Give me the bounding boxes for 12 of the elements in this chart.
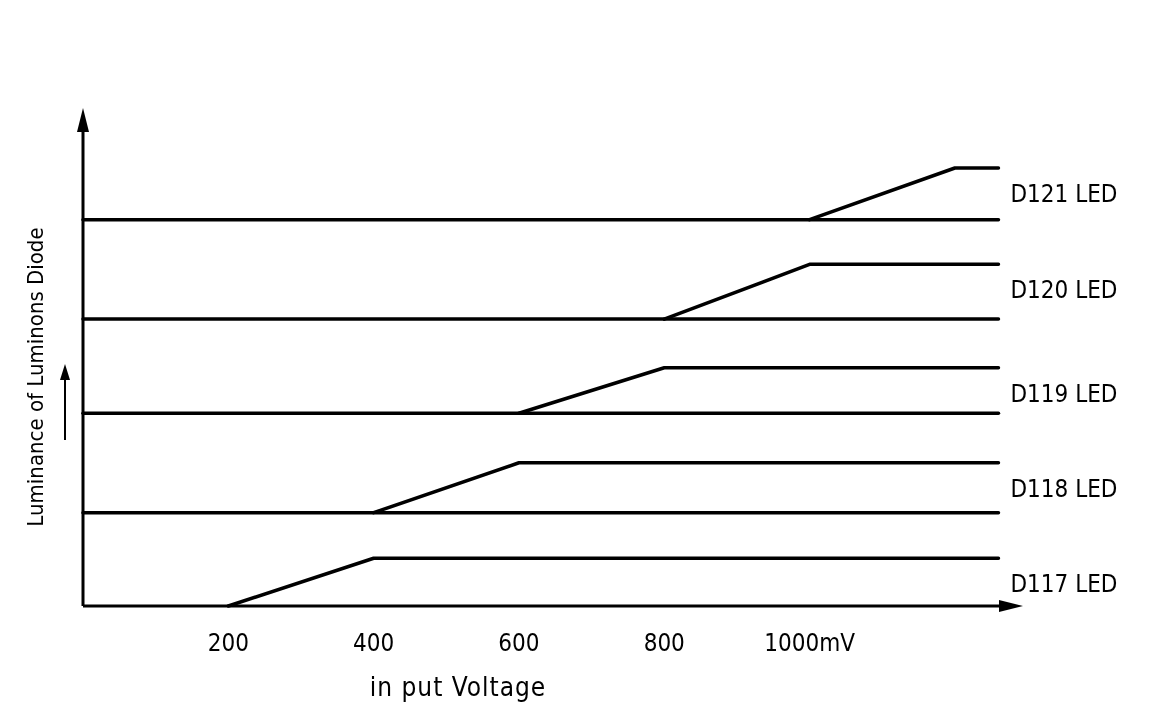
series-label: D117 LED	[1010, 570, 1118, 599]
x-tick-label: 200	[207, 629, 249, 657]
x-tick-label: 400	[353, 629, 395, 657]
series-label: D120 LED	[1010, 276, 1118, 305]
x-tick-label: 800	[643, 629, 685, 657]
series-label: D119 LED	[1010, 379, 1118, 408]
series-label: D118 LED	[1010, 474, 1118, 503]
y-axis-title: Luminance of Luminons Diode	[23, 227, 48, 527]
x-tick-label: 600	[498, 629, 540, 657]
series-label: D121 LED	[1010, 180, 1118, 208]
x-tick-label: 1000mV	[764, 629, 856, 657]
x-axis-title: in put Voltage	[369, 672, 547, 702]
